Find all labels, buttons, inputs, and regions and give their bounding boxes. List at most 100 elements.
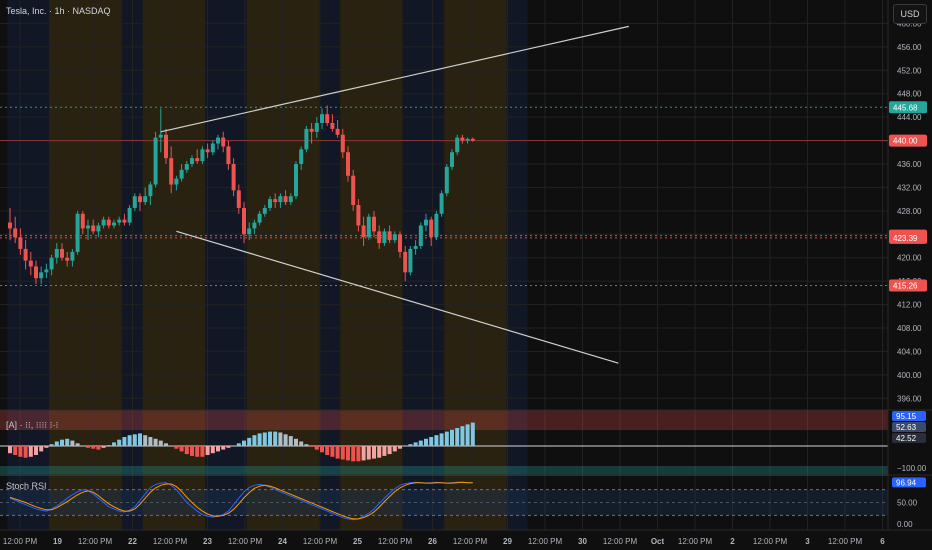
macd-bar-83 xyxy=(439,433,444,446)
price-tick-label-14: 452.00 xyxy=(897,66,922,75)
candle-body-78 xyxy=(413,246,418,249)
macd-bar-37 xyxy=(200,446,205,457)
level-badge-3 xyxy=(889,231,927,244)
macd-bar-71 xyxy=(377,446,382,458)
candle-body-34 xyxy=(184,164,189,170)
candle-body-41 xyxy=(221,137,226,147)
macd-oversold-zone xyxy=(0,466,888,476)
candle-body-35 xyxy=(190,158,194,164)
candle-body-44 xyxy=(236,190,241,208)
candle-body-21 xyxy=(117,219,122,223)
time-tick-label-5: 23 xyxy=(203,537,212,546)
time-tick-label-23: 6 xyxy=(880,537,885,546)
candle-body-22 xyxy=(122,219,127,223)
price-tick-label-15: 456.00 xyxy=(897,43,922,52)
macd-bar-72 xyxy=(382,446,387,456)
macd-bar-59 xyxy=(314,446,319,450)
candle-body-3 xyxy=(23,248,28,261)
candle-body-86 xyxy=(455,137,460,153)
macd-bar-63 xyxy=(335,446,340,459)
time-tick-label-2: 12:00 PM xyxy=(78,537,113,546)
time-tick-label-17: Oct xyxy=(651,537,665,546)
price-tick-label-12: 444.00 xyxy=(897,113,922,122)
macd-overbought-zone xyxy=(0,410,888,430)
currency-button[interactable]: USD xyxy=(893,4,927,24)
candle-body-56 xyxy=(299,149,304,164)
candle-body-81 xyxy=(429,219,434,238)
macd-bar-2 xyxy=(18,446,23,457)
macd-bar-75 xyxy=(398,446,402,449)
candle-body-40 xyxy=(216,137,220,144)
macd-bar-21 xyxy=(117,439,122,446)
candle-body-28 xyxy=(153,137,158,185)
candle-body-67 xyxy=(356,205,361,226)
macd-bar-12 xyxy=(70,440,75,446)
candle-body-9 xyxy=(54,248,59,258)
macd-bar-55 xyxy=(294,438,298,446)
candle-body-88 xyxy=(465,138,470,141)
candle-body-29 xyxy=(158,134,163,138)
macd-value-label-0: 95.15 xyxy=(896,412,917,421)
macd-bar-42 xyxy=(226,446,231,448)
stoch-k-line xyxy=(9,481,473,521)
macd-bar-52 xyxy=(278,432,283,446)
candle-body-48 xyxy=(257,213,262,223)
candle-body-73 xyxy=(387,231,392,241)
macd-bar-49 xyxy=(262,432,267,446)
candle-body-68 xyxy=(361,225,366,238)
macd-bar-89 xyxy=(470,422,475,446)
level-badge-1 xyxy=(889,134,927,147)
symbol-title: Tesla, Inc. · 1h · NASDAQ xyxy=(6,6,111,16)
candle-body-11 xyxy=(65,257,70,261)
time-tick-label-9: 25 xyxy=(353,537,362,546)
candle-body-6 xyxy=(39,272,44,279)
candle-body-5 xyxy=(34,266,38,279)
candle-body-66 xyxy=(351,175,356,205)
level-badge-0 xyxy=(889,101,927,114)
trendline-0 xyxy=(160,25,629,133)
level-badge-4 xyxy=(889,279,927,292)
stoch-value-badge xyxy=(892,477,926,488)
candle-body-65 xyxy=(346,152,350,176)
macd-value-badge-1 xyxy=(892,422,926,432)
level-label-3: 423.39 xyxy=(893,234,918,243)
price-tick-label-0: 396.00 xyxy=(897,394,922,403)
candle-body-89 xyxy=(470,138,475,141)
candle-body-20 xyxy=(112,222,116,226)
macd-bar-8 xyxy=(49,444,54,446)
macd-bar-28 xyxy=(153,438,158,446)
macd-bar-18 xyxy=(101,446,106,448)
session-band-9 xyxy=(444,0,507,530)
macd-bar-1 xyxy=(13,446,18,455)
macd-bar-67 xyxy=(356,446,361,462)
time-tick-label-1: 19 xyxy=(53,537,62,546)
macd-bar-87 xyxy=(460,426,465,446)
macd-bar-15 xyxy=(86,446,90,448)
macd-bar-81 xyxy=(429,437,434,446)
macd-bar-6 xyxy=(39,446,44,452)
macd-bar-60 xyxy=(320,446,324,453)
candle-body-19 xyxy=(106,219,111,226)
candle-body-51 xyxy=(273,199,278,203)
macd-bar-16 xyxy=(91,446,96,449)
candle-body-16 xyxy=(91,225,96,232)
macd-bar-38 xyxy=(205,446,210,455)
candle-body-25 xyxy=(138,196,142,203)
candle-body-64 xyxy=(340,134,345,153)
time-tick-label-11: 26 xyxy=(428,537,437,546)
macd-bar-35 xyxy=(190,446,194,456)
macd-bar-88 xyxy=(465,424,470,446)
macd-bar-58 xyxy=(309,446,314,447)
macd-bar-54 xyxy=(288,436,293,446)
macd-value-label-2: 42.52 xyxy=(896,434,917,443)
macd-bar-86 xyxy=(455,428,460,446)
macd-bar-36 xyxy=(195,446,200,457)
candle-body-74 xyxy=(392,234,397,241)
candle-body-8 xyxy=(49,257,54,270)
candle-body-62 xyxy=(330,123,335,129)
macd-bar-66 xyxy=(351,446,356,462)
macd-bar-53 xyxy=(283,434,288,446)
time-tick-label-16: 12:00 PM xyxy=(603,537,638,546)
macd-value-badge-0 xyxy=(892,411,926,421)
